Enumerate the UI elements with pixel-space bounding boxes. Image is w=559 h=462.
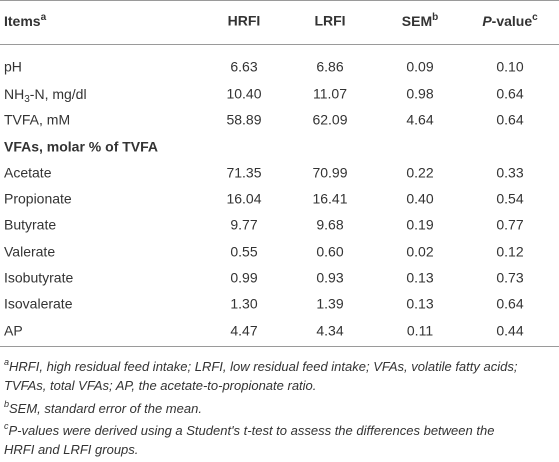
footnote: HRFI and LRFI groups. (4, 442, 138, 457)
row-label: Isobutyrate (4, 270, 73, 286)
table-cell: 0.13 (406, 296, 433, 312)
table-cell: 0.13 (406, 270, 433, 286)
header-cell-part: SEM (402, 13, 432, 29)
footnote-text: P-values were derived using a Student's … (9, 423, 495, 438)
table-cell: 4.64 (406, 112, 433, 128)
footnote-text: TVFAs, total VFAs; AP, the acetate-to-pr… (4, 378, 316, 393)
row-label: TVFA, mM (4, 112, 70, 128)
table-cell: 0.09 (406, 59, 433, 75)
row-label: Valerate (4, 244, 55, 260)
table-cell: 16.41 (312, 191, 347, 207)
table-cell: 1.30 (230, 296, 257, 312)
footnote-marker: b (4, 399, 9, 409)
table-cell: 0.77 (496, 217, 523, 233)
table-cell: 6.63 (230, 59, 257, 75)
row-label: Propionate (4, 191, 72, 207)
table-cell: 0.64 (496, 296, 523, 312)
table-cell: 0.64 (496, 86, 523, 102)
table-cell: 0.98 (406, 86, 433, 102)
row-label: NH3-N, mg/dl (4, 86, 87, 105)
table-cell: 0.54 (496, 191, 523, 207)
table-cell: 71.35 (226, 165, 261, 181)
table-cell: 9.68 (316, 217, 343, 233)
table-cell: 0.73 (496, 270, 523, 286)
header-cell: LRFI (314, 13, 345, 29)
table-cell: 4.47 (230, 323, 257, 339)
header-cell-part: -value (492, 13, 533, 29)
table-cell: 11.07 (313, 86, 347, 102)
table-cell: 0.64 (496, 112, 523, 128)
table-cell: 0.60 (316, 244, 343, 260)
row-label-part: NH (4, 86, 24, 102)
table-cell: 0.11 (407, 323, 433, 339)
row-label: pH (4, 59, 22, 75)
table-cell: 0.02 (406, 244, 433, 260)
footnote-marker: a (4, 357, 9, 367)
row-label-part: -N, mg/dl (30, 86, 87, 102)
table-cell: 0.10 (496, 59, 523, 75)
row-label-part: 3 (24, 94, 30, 105)
header-cell-part: Items (4, 13, 41, 29)
table-cell: 0.93 (316, 270, 343, 286)
table-cell: 0.40 (406, 191, 433, 207)
header-cell-part: P (482, 13, 492, 29)
footnote-text: HRFI, high residual feed intake; LRFI, l… (9, 359, 518, 374)
table-cell: 4.34 (316, 323, 343, 339)
table-cell: 70.99 (312, 165, 347, 181)
row-label: AP (4, 323, 23, 339)
table-cell: 0.33 (496, 165, 523, 181)
footnote-marker: c (4, 421, 9, 431)
table-cell: 0.99 (230, 270, 257, 286)
footnote-text: SEM, standard error of the mean. (9, 401, 202, 416)
table-cell: 1.39 (316, 296, 343, 312)
header-cell: SEMb (402, 12, 438, 29)
row-label: Isovalerate (4, 296, 73, 312)
header-cell: P-valuec (482, 12, 538, 29)
footnote: TVFAs, total VFAs; AP, the acetate-to-pr… (4, 378, 316, 393)
header-cell-part: c (532, 12, 538, 23)
footnote: cP-values were derived using a Student's… (4, 421, 494, 438)
table-cell: 6.86 (316, 59, 343, 75)
table-cell: 9.77 (230, 217, 257, 233)
footnote: aHRFI, high residual feed intake; LRFI, … (4, 357, 518, 374)
table-cell: 16.04 (226, 191, 261, 207)
header-cell-part: a (41, 12, 47, 23)
row-label: Acetate (4, 165, 52, 181)
table-cell: 0.22 (406, 165, 433, 181)
table-cell: 62.09 (312, 112, 347, 128)
table-cell: 0.19 (406, 217, 433, 233)
table-cell: 58.89 (226, 112, 261, 128)
table-cell: 10.40 (226, 86, 261, 102)
footnote: bSEM, standard error of the mean. (4, 399, 202, 416)
header-cell-part: b (432, 12, 438, 23)
table-cell: 0.44 (496, 323, 523, 339)
table-cell: 0.55 (230, 244, 257, 260)
header-cell: Itemsa (4, 12, 47, 29)
row-label: Butyrate (4, 217, 56, 233)
header-cell: HRFI (228, 13, 261, 29)
footnote-text: HRFI and LRFI groups. (4, 442, 138, 457)
table-cell: 0.12 (496, 244, 523, 260)
section-label: VFAs, molar % of TVFA (4, 139, 158, 155)
